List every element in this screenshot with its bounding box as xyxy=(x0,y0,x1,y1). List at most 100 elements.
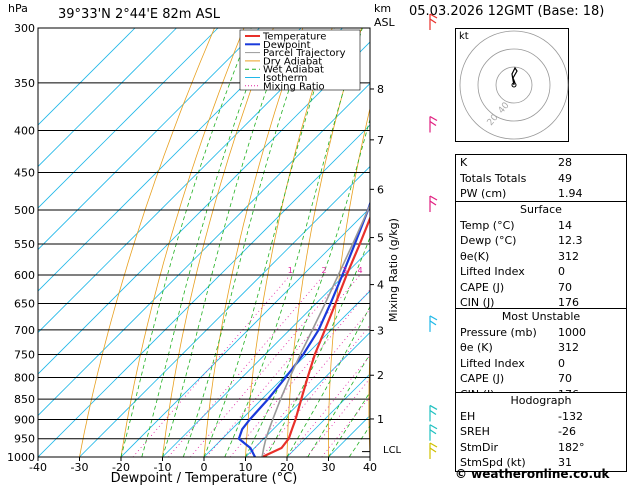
x-tick-label: 40 xyxy=(363,461,377,474)
mixing-ratio-line xyxy=(132,274,291,457)
x-tick-label: -10 xyxy=(154,461,172,474)
hodograph-ring-20 xyxy=(495,66,533,104)
hodograph-title: Hodograph xyxy=(510,394,572,407)
isotherm-line xyxy=(79,165,370,457)
isotherm-line xyxy=(38,28,343,334)
mu-label: Lifted Index xyxy=(460,356,525,370)
km-tick-label: 3 xyxy=(377,324,384,337)
hodo-label: SREH xyxy=(460,425,490,438)
mixing-ratio-line xyxy=(229,289,370,457)
isotherm-line xyxy=(162,248,370,457)
pressure-tick-label: 400 xyxy=(14,125,35,138)
isotherm-line xyxy=(286,373,370,457)
wind-barb-flag xyxy=(429,404,438,410)
wind-barb-flag xyxy=(429,18,437,24)
surface-label: Dewp (°C) xyxy=(460,234,517,247)
surface-row: Lifted Index 0 xyxy=(456,264,626,280)
skewt-chart: 3003504004505005506006507007508008509009… xyxy=(7,2,450,486)
mixing-ratio-tick-label: 2 xyxy=(321,266,326,275)
isotherm-line xyxy=(38,82,370,417)
mu-label: CAPE (J) xyxy=(460,372,505,385)
surface-panel: Surface Temp (°C) 14 Dewp (°C) 12.3 θe(K) 3… xyxy=(455,201,627,312)
dry-adiabat-line xyxy=(446,28,450,457)
legend-entry: Temperature xyxy=(262,32,326,43)
wind-barb-flag xyxy=(429,121,437,127)
pressure-tick-label: 350 xyxy=(14,77,35,90)
surface-row: Temp (°C) 14 xyxy=(456,218,626,234)
hodograph-trace xyxy=(511,66,518,86)
legend-entry: Wet Adiabat xyxy=(263,65,324,76)
surface-label: Lifted Index xyxy=(460,265,525,278)
index-label: Totals Totals xyxy=(460,171,527,185)
index-row: PW (cm) 1.94 xyxy=(456,186,626,202)
hodo-row: StmDir 182° xyxy=(456,440,626,456)
mu-label: Pressure (mb) xyxy=(460,325,537,339)
hodo-value: -26 xyxy=(558,425,576,438)
pressure-tick-label: 700 xyxy=(14,324,35,337)
copyright: © weatheronline.co.uk xyxy=(455,467,610,481)
wet-adiabat-line xyxy=(307,353,370,457)
wind-barb-flag xyxy=(429,195,438,201)
legend-entry: Isotherm xyxy=(263,73,307,84)
mixing-ratio-tick-label: 3 xyxy=(342,266,347,275)
hodo-value: -132 xyxy=(558,409,583,423)
pressure-tick-label: 450 xyxy=(14,166,35,179)
hodograph: kt 20 40 xyxy=(455,28,569,142)
surface-value: 176 xyxy=(558,296,579,309)
wind-barb-flag xyxy=(429,424,438,430)
legend-entry: Mixing Ratio xyxy=(263,81,325,92)
dewpoint-profile xyxy=(237,200,370,457)
mixing-ratio-tick-label: 1 xyxy=(288,266,293,275)
pressure-tick-label: 950 xyxy=(14,433,35,446)
dry-adiabat-line xyxy=(286,28,362,457)
mixing-ratio-tick-label: 6 xyxy=(380,266,385,275)
location-title: 39°33'N 2°44'E 82m ASL xyxy=(58,7,221,22)
hodo-label: StmDir xyxy=(460,440,499,454)
index-row: K 28 xyxy=(456,155,626,171)
mixing-ratio-line xyxy=(206,274,361,457)
dry-adiabat-line xyxy=(79,28,215,457)
hpa-label: hPa xyxy=(8,2,28,15)
pressure-tick-label: 550 xyxy=(14,238,35,251)
wind-barb-flag xyxy=(429,315,438,321)
x-tick-label: 30 xyxy=(322,461,336,474)
mixing-ratio-line xyxy=(287,355,370,457)
dry-adiabat-line xyxy=(408,28,450,457)
legend-entry: Dry Adiabat xyxy=(263,56,322,67)
mixing-ratio-tick-label: 4 xyxy=(357,266,362,275)
dry-adiabat-line xyxy=(162,28,274,457)
surface-value: 12.3 xyxy=(558,234,583,247)
hodo-label: StmSpd (kt) xyxy=(460,456,526,469)
pressure-tick-label: 850 xyxy=(14,393,35,406)
hodo-row: SREH -26 xyxy=(456,424,626,440)
wet-adiabat-line xyxy=(141,28,270,457)
hodo-label: EH xyxy=(460,409,476,423)
wet-adiabat-line xyxy=(120,28,252,457)
index-value: 1.94 xyxy=(558,187,583,200)
isotherm-line xyxy=(38,28,219,209)
wind-barb-flag xyxy=(429,115,438,122)
dry-adiabat-line xyxy=(120,28,245,457)
surface-row: θe(K) 312 xyxy=(456,249,626,265)
km-tick-label: 4 xyxy=(377,279,384,292)
km-label: km xyxy=(374,2,391,15)
wind-barb-flag xyxy=(429,13,438,19)
isotherm-line xyxy=(245,331,370,457)
wind-barb-flag xyxy=(429,429,437,435)
surface-value: 70 xyxy=(558,280,572,294)
legend-entry: Dewpoint xyxy=(263,40,311,51)
temperature-profile xyxy=(261,215,370,457)
pressure-tick-label: 1000 xyxy=(7,451,35,464)
dry-adiabat-line xyxy=(368,342,370,457)
wet-adiabat-line xyxy=(286,305,370,457)
pressure-tick-label: 600 xyxy=(14,269,35,282)
x-tick-label: -30 xyxy=(71,461,89,474)
isotherm-line xyxy=(38,28,260,251)
isotherm-line xyxy=(38,41,370,375)
wind-barb-flag xyxy=(429,200,437,206)
isotherm-line xyxy=(38,28,136,126)
legend-entry: Parcel Trajectory xyxy=(263,48,346,59)
hodo-value: 182° xyxy=(558,440,585,454)
index-row: Totals Totals 49 xyxy=(456,171,626,187)
hodo-row: EH -132 xyxy=(456,409,626,425)
